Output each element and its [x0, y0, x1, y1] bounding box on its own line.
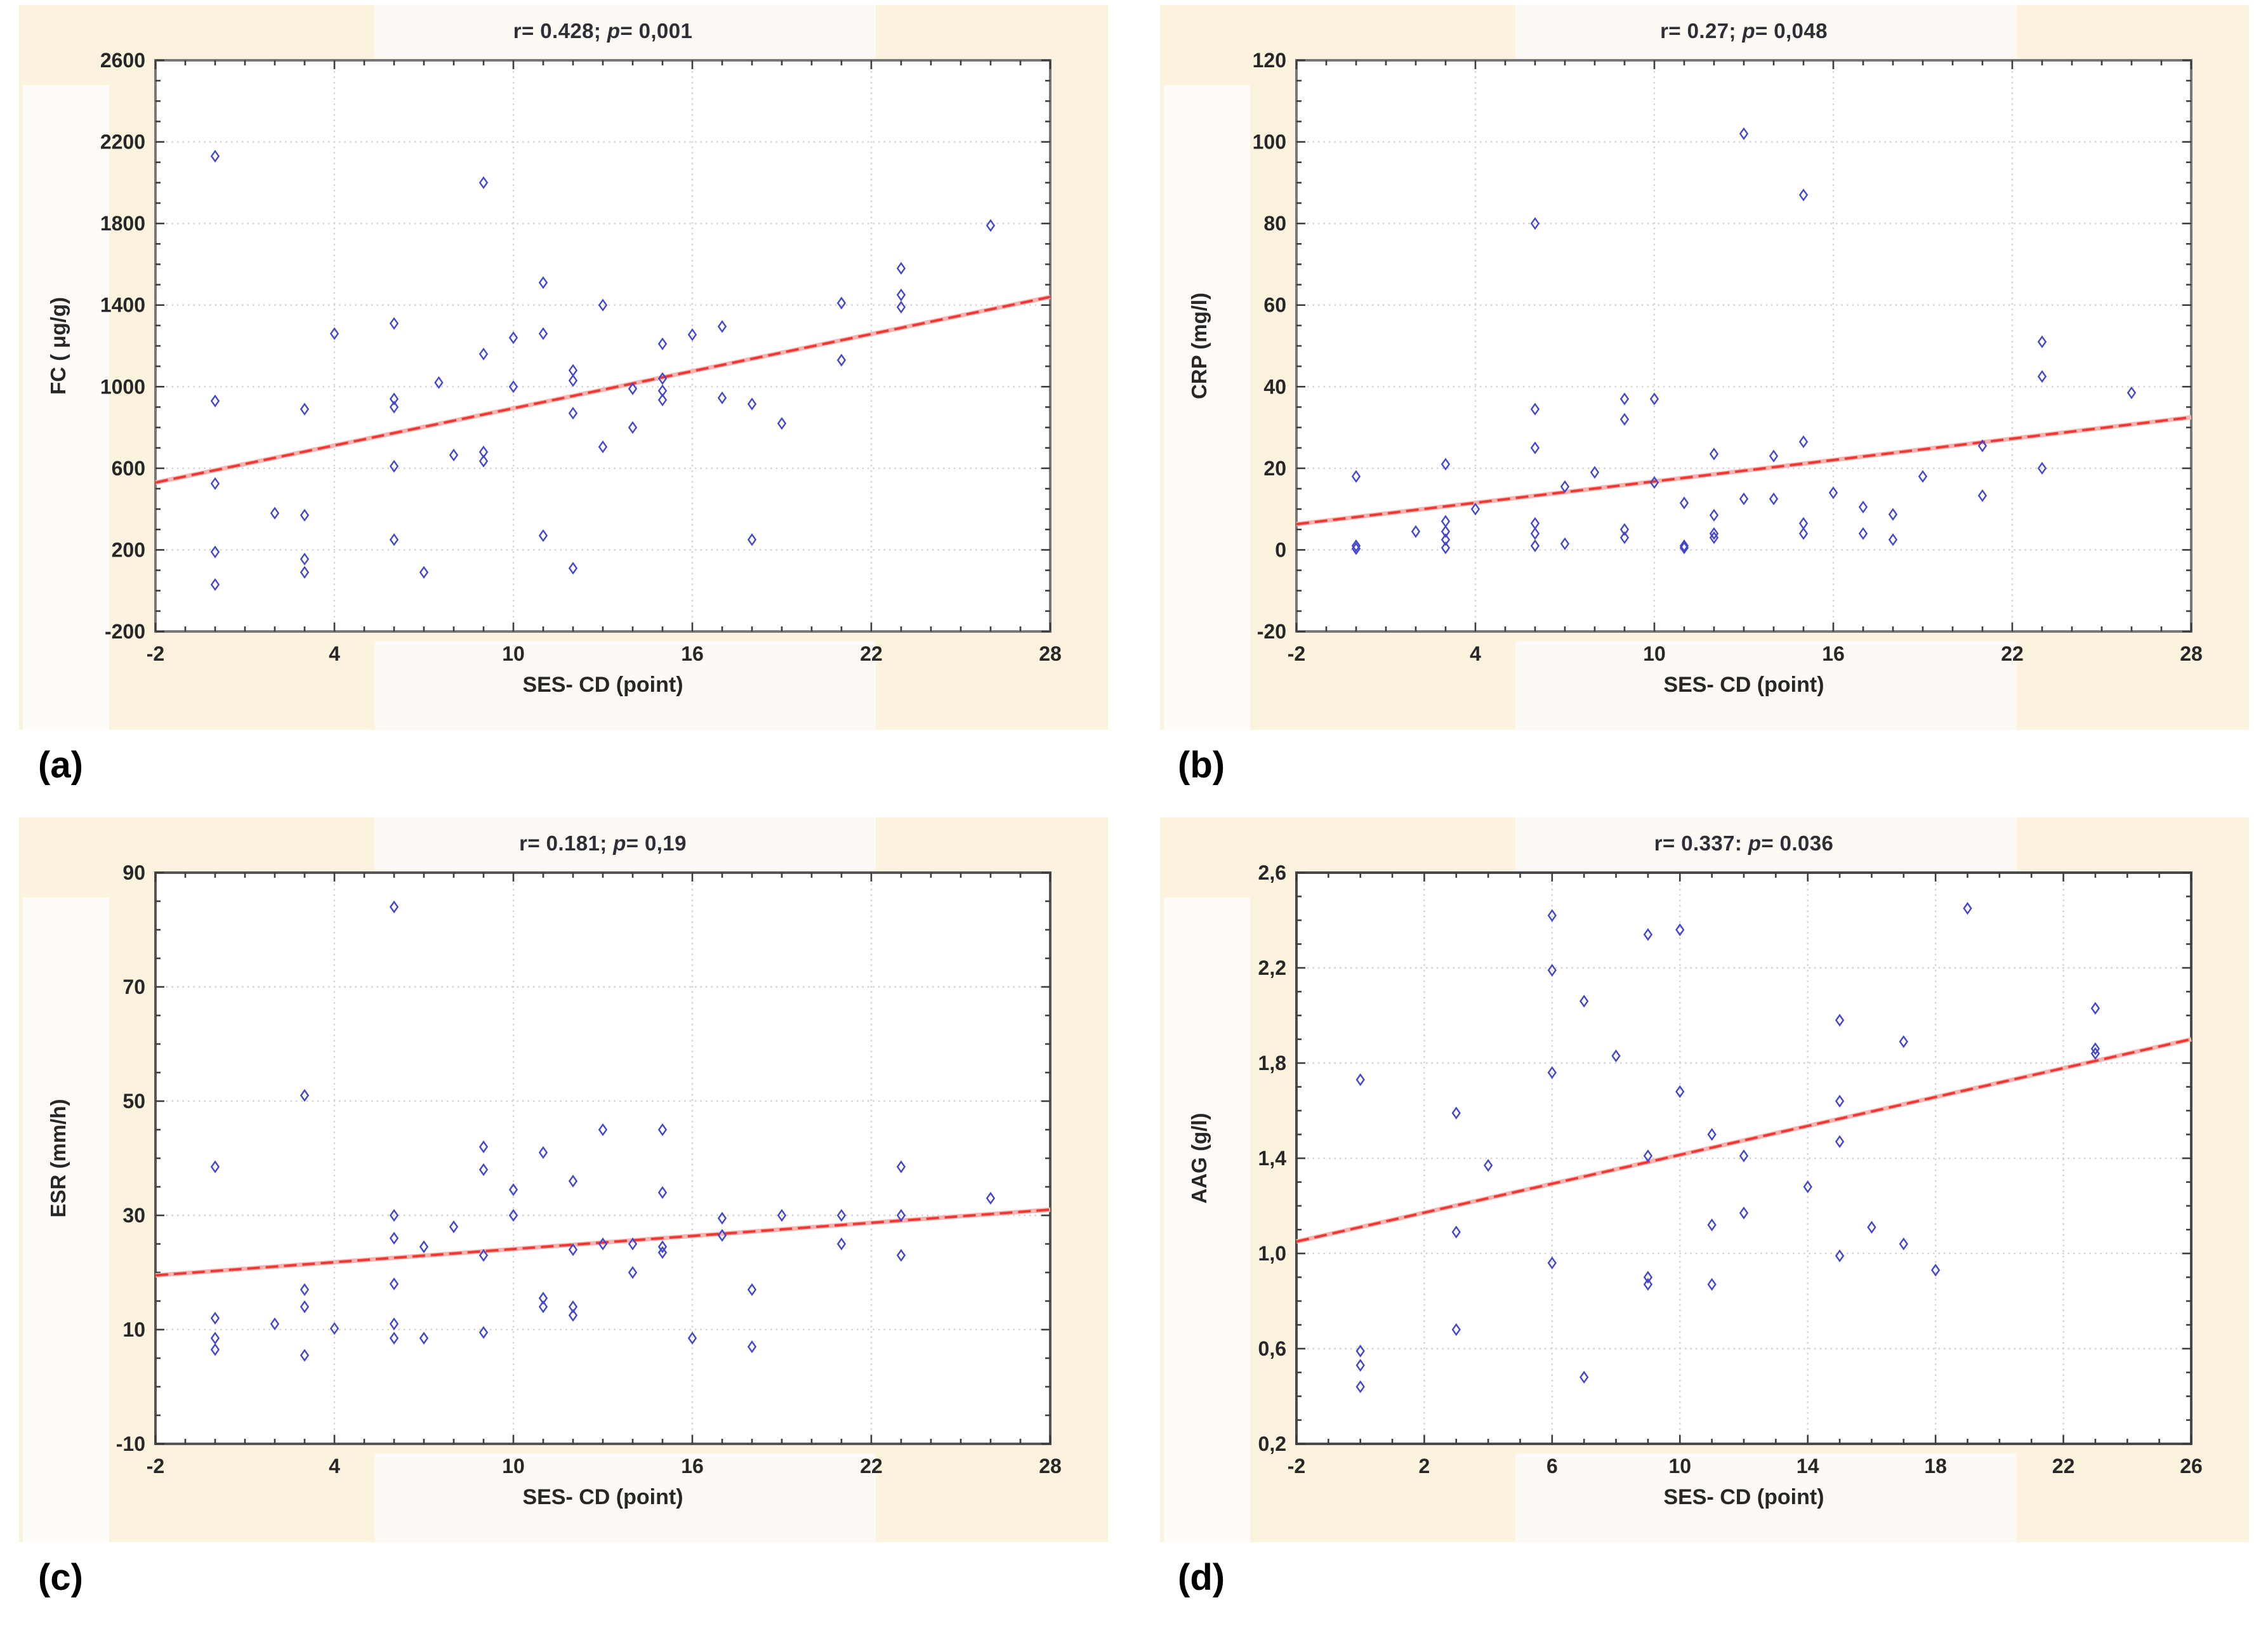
- svg-text:4: 4: [329, 1455, 340, 1477]
- caption-a: (a): [38, 744, 83, 786]
- panel-a: -2 4 10 16 22 28 -200 200 600 1000 1400 1800 2200 260…: [19, 5, 1108, 730]
- svg-text:22: 22: [860, 1455, 883, 1477]
- svg-text:1,0: 1,0: [1258, 1242, 1286, 1265]
- svg-text:600: 600: [112, 457, 145, 480]
- svg-text:22: 22: [2001, 642, 2024, 665]
- svg-text:6: 6: [1546, 1455, 1558, 1477]
- svg-text:22: 22: [2052, 1455, 2075, 1477]
- y-axis-label-d: AAG (g/l): [1187, 1113, 1211, 1204]
- y-axis-label-c: ESR (mm/h): [46, 1099, 70, 1218]
- xlabel-band: [1515, 641, 2017, 730]
- svg-text:60: 60: [1263, 294, 1286, 317]
- y-axis-label-b: CRP (mg/l): [1187, 292, 1211, 400]
- svg-text:-2: -2: [147, 1455, 164, 1477]
- chart-title-d: r= 0.337: p= 0.036: [1654, 831, 1834, 855]
- svg-text:28: 28: [1039, 1455, 1062, 1477]
- svg-text:-20: -20: [1257, 620, 1286, 643]
- svg-text:-2: -2: [1288, 642, 1305, 665]
- svg-text:1000: 1000: [100, 375, 145, 398]
- svg-text:22: 22: [860, 642, 883, 665]
- svg-text:40: 40: [1263, 375, 1286, 398]
- svg-text:1800: 1800: [100, 212, 145, 235]
- x-axis-label-a: SES- CD (point): [522, 673, 683, 697]
- svg-text:90: 90: [122, 861, 145, 884]
- caption-d: (d): [1178, 1557, 1225, 1598]
- ylabel-strip: [23, 897, 109, 1542]
- ylabel-strip: [23, 85, 109, 730]
- svg-text:28: 28: [2180, 642, 2203, 665]
- svg-text:10: 10: [502, 1455, 525, 1477]
- chart-title-a: r= 0.428; p= 0,001: [513, 19, 693, 43]
- svg-text:80: 80: [1263, 212, 1286, 235]
- svg-text:100: 100: [1253, 131, 1286, 154]
- svg-text:10: 10: [1668, 1455, 1691, 1477]
- svg-text:2: 2: [1419, 1455, 1430, 1477]
- xlabel-band: [374, 641, 876, 730]
- svg-text:4: 4: [1470, 642, 1481, 665]
- svg-text:70: 70: [122, 975, 145, 998]
- svg-text:2,6: 2,6: [1258, 861, 1286, 884]
- svg-text:200: 200: [112, 538, 145, 561]
- svg-text:1,4: 1,4: [1258, 1147, 1287, 1170]
- panel-d: -2 2 6 10 14 18 22 26 0,2 0,6 1,0 1,4 1,8 2,2 2,6 r= 0…: [1160, 817, 2249, 1542]
- ylabel-strip: [1164, 897, 1250, 1542]
- panel-c: -2 4 10 16 22 28 -10 10 30 50 70 90 r= 0.181; p= 0,…: [19, 817, 1108, 1542]
- x-axis-label-d: SES- CD (point): [1663, 1485, 1824, 1509]
- svg-text:16: 16: [681, 642, 704, 665]
- caption-c: (c): [38, 1557, 83, 1598]
- svg-text:20: 20: [1263, 457, 1286, 480]
- chart-title-c: r= 0.181; p= 0,19: [519, 831, 687, 855]
- svg-text:0,2: 0,2: [1258, 1432, 1286, 1455]
- svg-text:16: 16: [681, 1455, 704, 1477]
- svg-text:16: 16: [1822, 642, 1845, 665]
- xlabel-band: [1515, 1453, 2017, 1542]
- svg-text:2200: 2200: [100, 131, 145, 154]
- svg-text:2,2: 2,2: [1258, 956, 1286, 979]
- scatter-plot-d: -2 2 6 10 14 18 22 260,20,61,01,41,82,22,6: [1258, 861, 2203, 1477]
- scatter-plot-c: -2 4 10 16 22 28 -10 10 30 50 70 90: [116, 861, 1062, 1477]
- svg-text:120: 120: [1253, 49, 1286, 72]
- svg-text:-10: -10: [116, 1432, 145, 1455]
- svg-text:10: 10: [502, 642, 525, 665]
- svg-text:30: 30: [122, 1204, 145, 1227]
- ylabel-strip: [1164, 85, 1250, 730]
- x-axis-label-b: SES- CD (point): [1663, 673, 1824, 697]
- svg-text:18: 18: [1924, 1455, 1947, 1477]
- svg-text:-200: -200: [105, 620, 145, 643]
- chart-title-b: r= 0.27; p= 0,048: [1660, 19, 1828, 43]
- panel-b: -2 4 10 16 22 28 -20 0 20 40 60 80 100 120 r= 0.27; p…: [1160, 5, 2249, 730]
- svg-text:50: 50: [122, 1090, 145, 1113]
- svg-text:2600: 2600: [100, 49, 145, 72]
- x-axis-label-c: SES- CD (point): [522, 1485, 683, 1509]
- svg-text:10: 10: [122, 1318, 145, 1341]
- y-axis-label-a: FC ( μg/g): [46, 297, 70, 395]
- caption-b: (b): [1178, 744, 1225, 786]
- svg-text:-2: -2: [1288, 1455, 1305, 1477]
- svg-text:1400: 1400: [100, 294, 145, 317]
- svg-text:0,6: 0,6: [1258, 1337, 1286, 1360]
- svg-text:-2: -2: [147, 642, 164, 665]
- scatter-plot-b: -2 4 10 16 22 28 -20 0 20 40 60 80 100 120: [1253, 49, 2203, 665]
- xlabel-band: [374, 1453, 876, 1542]
- svg-text:4: 4: [329, 642, 340, 665]
- svg-text:28: 28: [1039, 642, 1062, 665]
- svg-text:10: 10: [1643, 642, 1666, 665]
- svg-text:26: 26: [2180, 1455, 2203, 1477]
- svg-text:14: 14: [1797, 1455, 1819, 1477]
- scatter-plot-a: -2 4 10 16 22 28 -200 200 600 1000 1400 1800 2200 260…: [100, 49, 1062, 665]
- svg-text:1,8: 1,8: [1258, 1052, 1286, 1074]
- svg-text:0: 0: [1275, 538, 1286, 561]
